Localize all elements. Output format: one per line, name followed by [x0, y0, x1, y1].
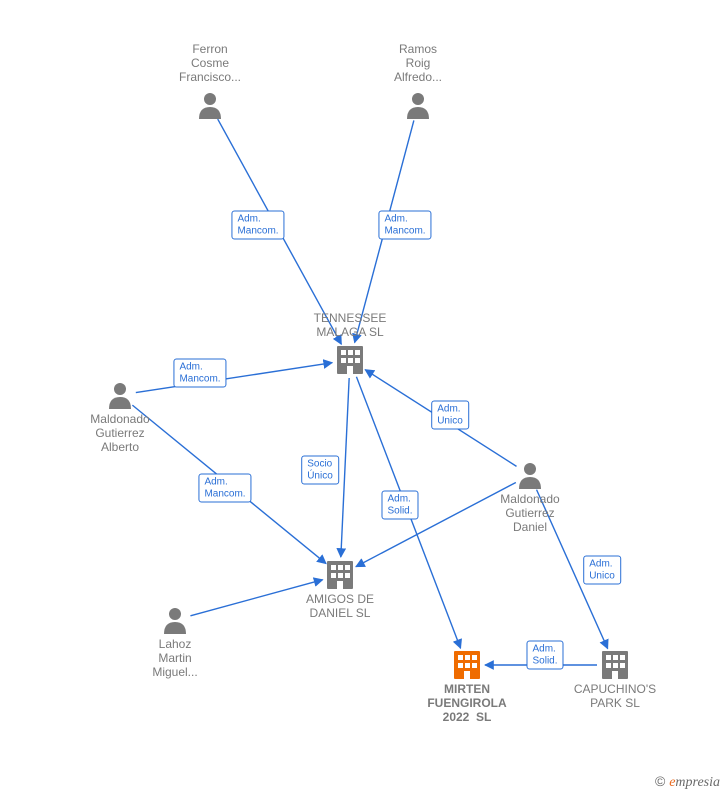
edge-label-ferron-tennessee: Adm. Mancom. — [231, 211, 284, 240]
brand-rest: mpresia — [675, 775, 720, 790]
edge-label-capuchino-mirten: Adm. Solid. — [526, 641, 563, 670]
person-icon-alberto[interactable] — [109, 383, 131, 409]
node-label-tennessee: TENNESSEE MALAGA SL — [314, 312, 387, 340]
edge-alberto-tennessee — [136, 363, 332, 393]
node-label-ramos: Ramos Roig Alfredo... — [394, 43, 442, 84]
edge-daniel-amigos — [356, 482, 516, 566]
person-icon-lahoz[interactable] — [164, 608, 186, 634]
node-label-mirten: MIRTEN FUENGIROLA 2022 SL — [427, 683, 506, 724]
footer-credit: © empresia — [655, 773, 720, 791]
person-icon-ramos[interactable] — [407, 93, 429, 119]
node-label-lahoz: Lahoz Martin Miguel... — [152, 638, 197, 679]
diagram-canvas — [0, 0, 728, 795]
node-label-amigos: AMIGOS DE DANIEL SL — [306, 593, 374, 621]
building-icon-amigos[interactable] — [327, 561, 353, 589]
node-label-ferron: Ferron Cosme Francisco... — [179, 43, 241, 84]
node-label-daniel: Maldonado Gutierrez Daniel — [500, 493, 559, 534]
person-icon-ferron[interactable] — [199, 93, 221, 119]
edge-label-tennessee-amigos: Socio Único — [301, 456, 339, 485]
building-icon-mirten[interactable] — [454, 651, 480, 679]
node-label-alberto: Maldonado Gutierrez Alberto — [90, 413, 149, 454]
edge-label-daniel-amigos: Adm. Solid. — [381, 491, 418, 520]
edge-label-daniel-capuchino: Adm. Unico — [583, 556, 621, 585]
edge-label-alberto-tennessee: Adm. Mancom. — [173, 359, 226, 388]
edge-tennessee-amigos — [341, 378, 349, 557]
edge-label-daniel-tennessee: Adm. Unico — [431, 401, 469, 430]
edge-lahoz-amigos — [190, 580, 322, 616]
person-icon-daniel[interactable] — [519, 463, 541, 489]
node-label-capuchino: CAPUCHINO'S PARK SL — [574, 683, 656, 711]
edge-label-alberto-amigos: Adm. Mancom. — [198, 474, 251, 503]
edge-label-ramos-tennessee: Adm. Mancom. — [378, 211, 431, 240]
building-icon-capuchino[interactable] — [602, 651, 628, 679]
copyright-symbol: © — [655, 773, 665, 789]
building-icon-tennessee[interactable] — [337, 346, 363, 374]
